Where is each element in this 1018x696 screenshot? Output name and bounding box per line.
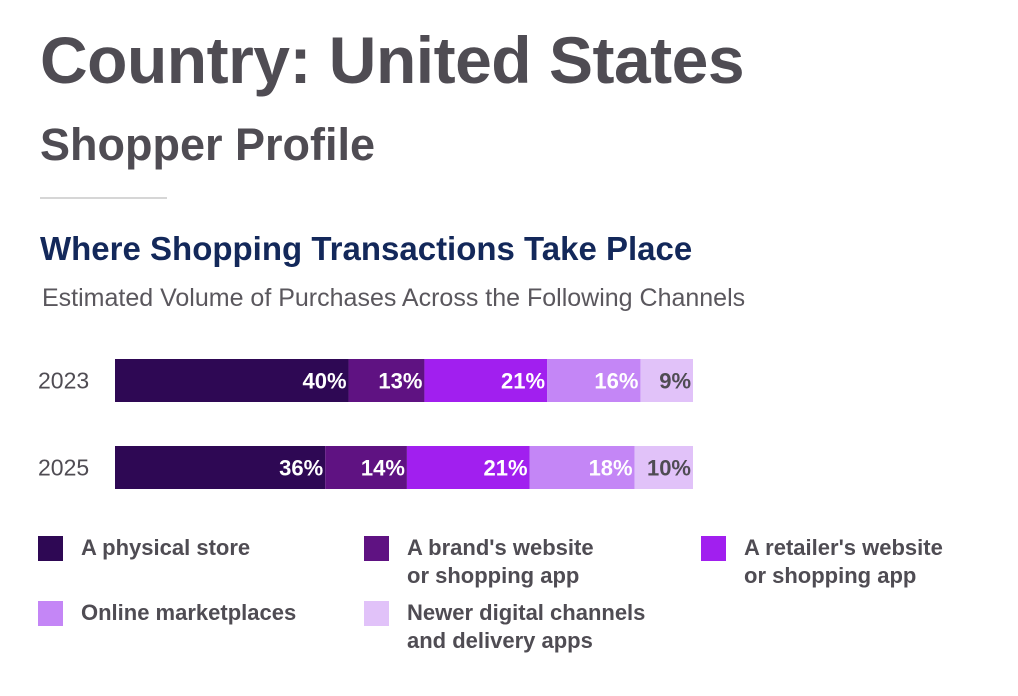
divider	[40, 197, 167, 199]
data-label-2025-0: 36%	[279, 456, 323, 481]
bar-segment-2023-1	[348, 359, 425, 402]
data-label-2025-2: 21%	[483, 456, 527, 481]
data-label-2023-1: 13%	[378, 369, 422, 394]
legend-swatch	[364, 536, 389, 561]
legend-label: A physical store	[81, 535, 251, 560]
data-label-2023-3: 16%	[594, 369, 638, 394]
data-label-2023-0: 40%	[302, 369, 346, 394]
bar-segment-2023-4	[640, 359, 693, 402]
category-label-2023: 2023	[38, 368, 89, 394]
legend-label: Newer digital channels and delivery apps	[407, 600, 646, 653]
bar-segment-2023-2	[424, 359, 548, 402]
bar-segment-2025-4	[634, 446, 693, 489]
category-label-2025: 2025	[38, 455, 89, 481]
chart-title: Where Shopping Transactions Take Place	[40, 230, 693, 267]
legend-item-physical-store: A physical store	[38, 534, 250, 562]
legend-label: A retailer's website or shopping app	[744, 535, 943, 588]
legend-label: Online marketplaces	[81, 600, 297, 625]
bar-segment-2025-0	[115, 446, 326, 489]
legend-swatch	[701, 536, 726, 561]
data-label-2025-4: 10%	[647, 456, 691, 481]
bar-segment-2023-3	[547, 359, 641, 402]
page-subtitle: Shopper Profile	[40, 119, 376, 170]
legend-item-brand-website: A brand's website or shopping app	[364, 534, 594, 590]
legend-item-retailer-website: A retailer's website or shopping app	[701, 534, 943, 590]
legend-swatch	[38, 601, 63, 626]
legend-item-newer-digital-channels: Newer digital channels and delivery apps	[364, 599, 645, 655]
data-label-2025-3: 18%	[589, 456, 633, 481]
data-label-2025-1: 14%	[361, 456, 405, 481]
legend-label: A brand's website or shopping app	[407, 535, 594, 588]
page-title: Country: United States	[40, 23, 745, 97]
legend-item-online-marketplaces: Online marketplaces	[38, 599, 296, 627]
bar-segment-2025-3	[529, 446, 635, 489]
stacked-bar-chart: 2023 40% 13% 21% 16% 9% 2025 36% 14% 21% 18% 10%	[38, 359, 693, 489]
legend-swatch	[364, 601, 389, 626]
chart-subtitle: Estimated Volume of Purchases Across the…	[42, 284, 746, 312]
data-label-2023-2: 21%	[501, 369, 545, 394]
bar-segment-2025-2	[406, 446, 530, 489]
bar-segment-2025-1	[325, 446, 407, 489]
legend-swatch	[38, 536, 63, 561]
data-label-2023-4: 9%	[659, 369, 691, 394]
bar-segment-2023-0	[115, 359, 349, 402]
